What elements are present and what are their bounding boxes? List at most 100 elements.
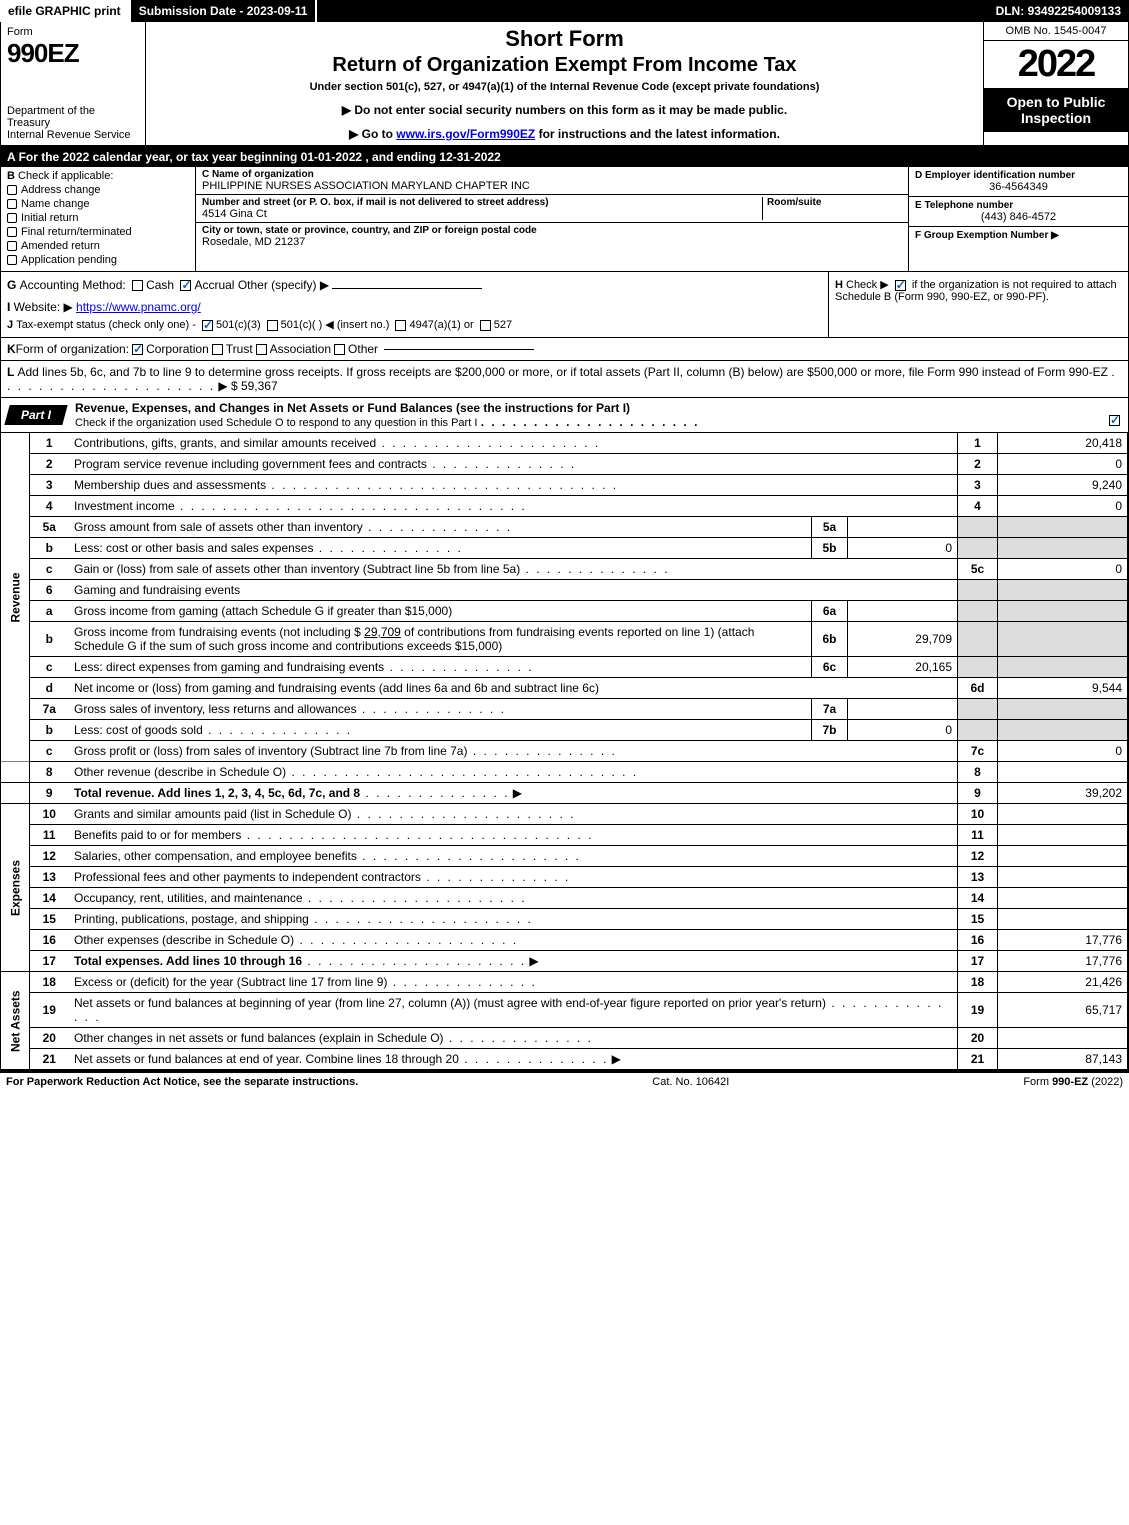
org-name: PHILIPPINE NURSES ASSOCIATION MARYLAND C…	[202, 180, 902, 192]
dln: DLN: 93492254009133	[988, 0, 1129, 22]
line-14: 14 Occupancy, rent, utilities, and maint…	[1, 888, 1128, 909]
irs-link[interactable]: www.irs.gov/Form990EZ	[396, 127, 535, 141]
part-1-sub: Check if the organization used Schedule …	[75, 417, 477, 429]
line-17: 17 Total expenses. Add lines 10 through …	[1, 951, 1128, 972]
group-exemption-label: F Group Exemption Number ▶	[915, 230, 1122, 241]
org-name-label: C Name of organization	[202, 169, 902, 180]
val-16: 17,776	[998, 930, 1128, 951]
col-h: H Check ▶ if the organization is not req…	[828, 272, 1128, 337]
website-row: I Website: ▶ https://www.pnamc.org/	[7, 300, 822, 314]
val-2: 0	[998, 454, 1128, 475]
chk-4947[interactable]	[395, 320, 406, 331]
col-b: B Check if applicable: Address change Na…	[1, 167, 196, 271]
chk-name-change[interactable]: Name change	[7, 198, 189, 210]
line-15: 15 Printing, publications, postage, and …	[1, 909, 1128, 930]
line-6d: d Net income or (loss) from gaming and f…	[1, 678, 1128, 699]
val-8	[998, 762, 1128, 783]
goto-instructions: ▶ Go to www.irs.gov/Form990EZ for instru…	[154, 127, 975, 141]
side-expenses: Expenses	[1, 804, 29, 972]
line-9: 9 Total revenue. Add lines 1, 2, 3, 4, 5…	[1, 783, 1128, 804]
val-17: 17,776	[998, 951, 1128, 972]
row-k: K Form of organization: Corporation Trus…	[1, 338, 1128, 361]
val-5c: 0	[998, 559, 1128, 580]
accounting-method: G Accounting Method: Cash Accrual Other …	[7, 278, 822, 292]
phone-label: E Telephone number	[915, 200, 1122, 211]
city: Rosedale, MD 21237	[202, 236, 537, 248]
val-19: 65,717	[998, 993, 1128, 1028]
chk-final-return[interactable]: Final return/terminated	[7, 226, 189, 238]
return-title: Return of Organization Exempt From Incom…	[154, 54, 975, 77]
ein-label: D Employer identification number	[915, 170, 1122, 181]
line-5b: b Less: cost or other basis and sales ex…	[1, 538, 1128, 559]
dept-label: Department of the Treasury Internal Reve…	[7, 105, 139, 141]
line-21: 21 Net assets or fund balances at end of…	[1, 1049, 1128, 1070]
col-c: C Name of organization PHILIPPINE NURSES…	[196, 167, 908, 271]
line-12: 12 Salaries, other compensation, and emp…	[1, 846, 1128, 867]
val-9: 39,202	[998, 783, 1128, 804]
efile-print-label[interactable]: efile GRAPHIC print	[0, 0, 131, 22]
line-20: 20 Other changes in net assets or fund b…	[1, 1028, 1128, 1049]
chk-address-change[interactable]: Address change	[7, 184, 189, 196]
line-6a: a Gross income from gaming (attach Sched…	[1, 601, 1128, 622]
website-link[interactable]: https://www.pnamc.org/	[76, 300, 201, 314]
chk-schedule-o-part1[interactable]	[1109, 415, 1120, 426]
chk-accrual[interactable]	[180, 280, 191, 291]
ein: 36-4564349	[915, 181, 1122, 193]
val-21: 87,143	[998, 1049, 1128, 1070]
gross-receipts: $ 59,367	[231, 379, 278, 393]
line-5a: 5a Gross amount from sale of assets othe…	[1, 517, 1128, 538]
chk-application-pending[interactable]: Application pending	[7, 254, 189, 266]
submission-date: Submission Date - 2023-09-11	[131, 0, 318, 22]
phone: (443) 846-4572	[915, 211, 1122, 223]
block-b-thru-f: B Check if applicable: Address change Na…	[1, 167, 1128, 272]
line-16: 16 Other expenses (describe in Schedule …	[1, 930, 1128, 951]
ssn-warning: ▶ Do not enter social security numbers o…	[154, 103, 975, 117]
form-word: Form	[7, 26, 139, 38]
line-7b: b Less: cost of goods sold 7b 0	[1, 720, 1128, 741]
chk-association[interactable]	[256, 344, 267, 355]
line-2: 2 Program service revenue including gove…	[1, 454, 1128, 475]
col-d-e-f: D Employer identification number 36-4564…	[908, 167, 1128, 271]
line-11: 11 Benefits paid to or for members 11	[1, 825, 1128, 846]
chk-527[interactable]	[480, 320, 491, 331]
val-1: 20,418	[998, 433, 1128, 454]
line-13: 13 Professional fees and other payments …	[1, 867, 1128, 888]
street-label: Number and street (or P. O. box, if mail…	[202, 197, 762, 208]
omb-number: OMB No. 1545-0047	[984, 22, 1128, 41]
footer: For Paperwork Reduction Act Notice, see …	[0, 1071, 1129, 1091]
row-l: L Add lines 5b, 6c, and 7b to line 9 to …	[1, 361, 1128, 398]
line-8: 8 Other revenue (describe in Schedule O)…	[1, 762, 1128, 783]
chk-trust[interactable]	[212, 344, 223, 355]
line-3: 3 Membership dues and assessments 3 9,24…	[1, 475, 1128, 496]
chk-other-org[interactable]	[334, 344, 345, 355]
chk-corporation[interactable]	[132, 344, 143, 355]
chk-amended-return[interactable]: Amended return	[7, 240, 189, 252]
chk-initial-return[interactable]: Initial return	[7, 212, 189, 224]
chk-schedule-b[interactable]	[895, 280, 906, 291]
val-4: 0	[998, 496, 1128, 517]
tax-exempt-row: J Tax-exempt status (check only one) - 5…	[7, 318, 822, 331]
cat-no: Cat. No. 10642I	[652, 1076, 729, 1088]
line-7a: 7a Gross sales of inventory, less return…	[1, 699, 1128, 720]
chk-501c3[interactable]	[202, 320, 213, 331]
form-header: Form 990EZ Department of the Treasury In…	[1, 22, 1128, 147]
line-18: Net Assets 18 Excess or (deficit) for th…	[1, 972, 1128, 993]
form-number: 990EZ	[7, 38, 139, 69]
line-1: Revenue 1 Contributions, gifts, grants, …	[1, 433, 1128, 454]
chk-cash[interactable]	[132, 280, 143, 291]
line-7c: c Gross profit or (loss) from sales of i…	[1, 741, 1128, 762]
val-7c: 0	[998, 741, 1128, 762]
line-6b: b Gross income from fundraising events (…	[1, 622, 1128, 657]
paperwork-notice: For Paperwork Reduction Act Notice, see …	[6, 1076, 358, 1088]
open-public-inspection: Open to Public Inspection	[984, 88, 1128, 132]
short-form-title: Short Form	[154, 26, 975, 52]
side-net-assets: Net Assets	[1, 972, 29, 1070]
chk-501c[interactable]	[267, 320, 278, 331]
val-6d: 9,544	[998, 678, 1128, 699]
line-4: 4 Investment income 4 0	[1, 496, 1128, 517]
tax-year: 2022	[984, 41, 1128, 88]
val-3: 9,240	[998, 475, 1128, 496]
street: 4514 Gina Ct	[202, 208, 762, 220]
part-1-tag: Part I	[21, 408, 51, 422]
top-bar: efile GRAPHIC print Submission Date - 20…	[0, 0, 1129, 22]
